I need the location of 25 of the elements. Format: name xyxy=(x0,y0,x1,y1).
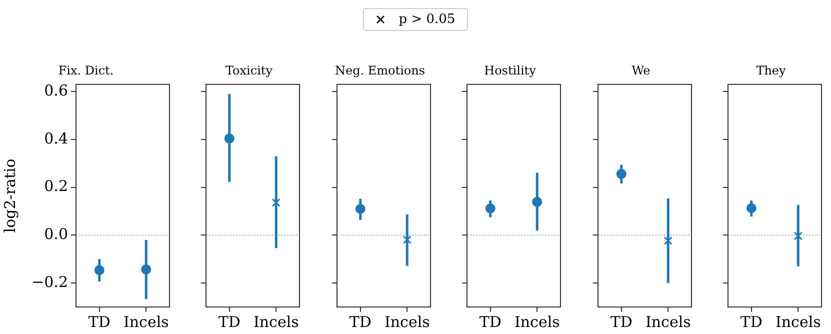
chart-title: Fix. Dict. xyxy=(58,63,114,78)
y-tick-label: 0.6 xyxy=(44,81,68,100)
x-tick-label: TD xyxy=(218,312,241,331)
y-tick-label: 0.0 xyxy=(44,225,68,244)
y-tick-label: 0.4 xyxy=(44,129,68,148)
chart-title: Toxicity xyxy=(226,63,274,78)
x-tick-label: Incels xyxy=(123,312,169,331)
x-tick-label: TD xyxy=(480,312,502,331)
x-tick-label: Incels xyxy=(645,312,690,331)
x-tick-label: TD xyxy=(349,312,372,331)
y-tick-label: 0.2 xyxy=(44,177,68,196)
chart-title: Neg. Emotions xyxy=(334,63,425,78)
y-tick-label: −0.2 xyxy=(32,272,68,291)
chart-title: Hostility xyxy=(484,63,536,78)
x-tick-label: Incels xyxy=(775,312,821,331)
x-tick-label: Incels xyxy=(254,312,300,331)
y-axis-title: log2-ratio xyxy=(0,158,19,233)
x-tick-label: TD xyxy=(610,312,632,331)
x-tick-label: TD xyxy=(740,312,762,331)
x-tick-label: TD xyxy=(88,312,110,331)
x-tick-label: Incels xyxy=(514,312,560,331)
chart-title: We xyxy=(631,63,650,78)
text: p > 0.05 xyxy=(398,12,456,27)
x-tick-label: Incels xyxy=(384,312,430,331)
chart-title: They xyxy=(756,63,786,78)
